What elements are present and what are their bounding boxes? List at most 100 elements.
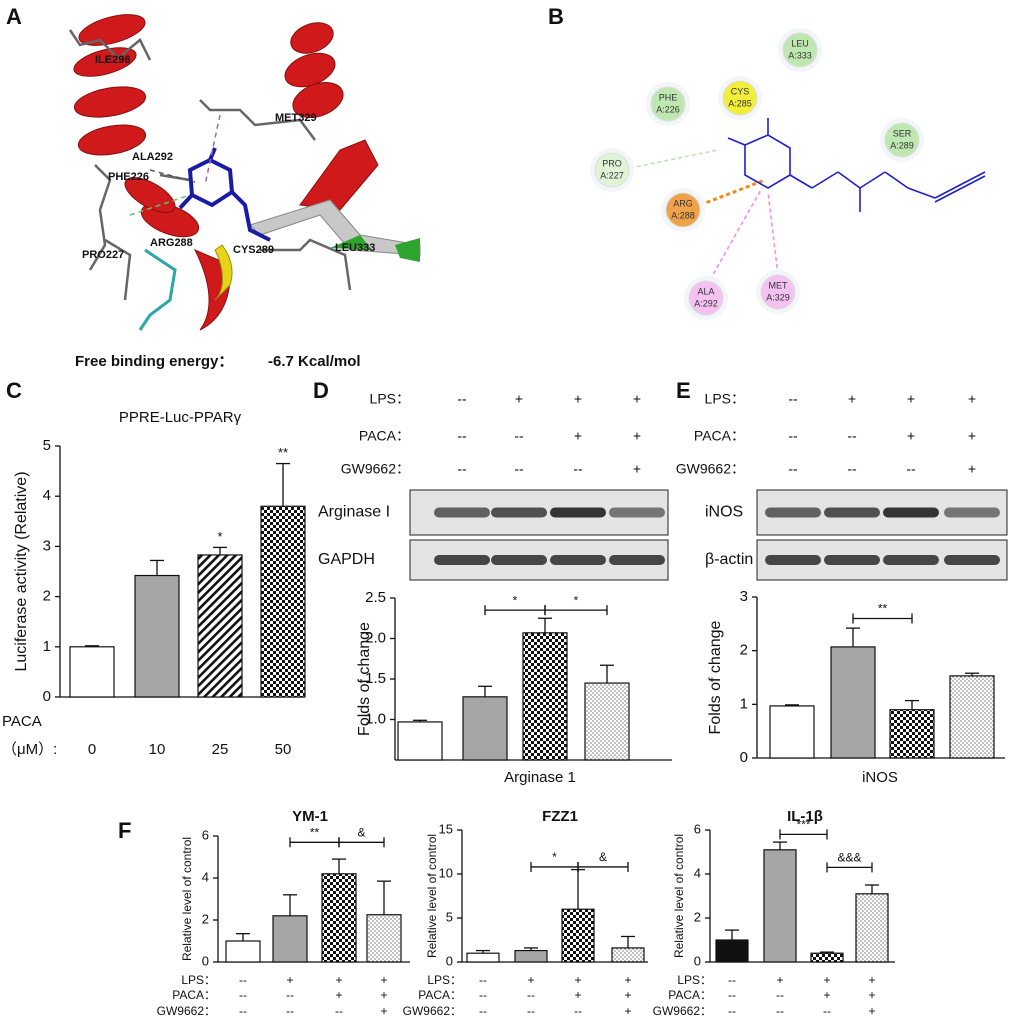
panel-label: A [6,4,22,29]
y-tick-label: 3 [740,588,748,605]
condition-value: -- [335,1004,343,1018]
y-tick-label: 2.5 [365,589,386,606]
condition-value: + [848,391,856,407]
blot-band [491,555,547,565]
bar [466,952,500,963]
condition-value: + [335,973,342,987]
residue-node [688,280,724,316]
residue-name: SER [893,128,912,138]
y-axis-label: Luciferase activity (Relative) [13,471,30,671]
residue-node [884,122,920,158]
condition-value: -- [239,1004,247,1018]
x-tick-label: 25 [212,741,229,758]
bar [810,952,844,963]
x-tick-label: 10 [149,741,166,758]
condition-value: -- [574,1004,582,1018]
condition-value: + [574,973,581,987]
condition-value: + [776,973,783,987]
blot-band [883,507,939,518]
y-tick-label: 0 [740,749,748,766]
condition-value: -- [776,988,784,1002]
condition-label: PACA： [668,988,712,1002]
residue-name: CYS [731,86,750,96]
residue-name: MET [769,280,789,290]
residue-label: ILE296 [95,54,130,66]
panel-label: E [676,378,691,403]
condition-label: PACA： [359,428,410,444]
comparison-label: & [357,825,365,839]
residue-label: PHE226 [108,171,149,183]
y-axis-label: Folds of change [707,620,724,734]
condition-value: -- [479,973,487,987]
condition-value: + [624,988,631,1002]
bar [584,682,630,761]
condition-value: -- [728,1004,736,1018]
bar [225,940,261,963]
y-tick-label: 2 [740,642,748,659]
residue-label: ALA292 [132,151,173,163]
y-tick-label: 1.5 [365,670,386,687]
condition-value: + [380,973,387,987]
condition-value: -- [776,1004,784,1018]
residue-name: ALA [697,286,714,296]
residue-chain: A:285 [728,98,752,108]
condition-value: + [968,461,976,477]
condition-value: -- [823,1004,831,1018]
condition-label: PACA： [172,988,216,1002]
condition-value: -- [788,391,798,407]
residue-name: ARG [673,198,693,208]
condition-value: + [527,973,534,987]
blot-label: β-actin [705,551,753,568]
blot-band [944,507,1000,518]
energy-value: -6.7 Kcal/mol [268,353,361,370]
condition-value: -- [847,428,857,444]
blot-band [434,507,490,518]
blot-label: GAPDH [318,551,375,568]
condition-value: -- [286,1004,294,1018]
condition-value: + [907,391,915,407]
significance-label: * [217,529,222,544]
y-tick-label: 10 [439,865,453,880]
residue-node [665,192,701,228]
docking-structure [68,14,421,331]
y-tick-label: 6 [202,827,209,842]
condition-value: + [286,973,293,987]
blot-band [944,555,1000,565]
comparison-label: ** [878,602,888,616]
residue-chain: A:288 [671,210,695,220]
bar [769,705,815,759]
residue-label: PRO227 [82,249,124,261]
y-tick-label: 4 [43,487,51,504]
y-tick-label: 5 [446,909,453,924]
blot-band [550,555,606,565]
condition-value: -- [527,1004,535,1018]
comparison-label: *** [796,818,810,832]
condition-value: -- [457,461,467,477]
significance-label: ** [278,445,288,460]
condition-value: + [633,461,641,477]
residue-label: CYS289 [233,244,274,256]
chart-title: FZZ1 [542,808,578,825]
condition-value: -- [514,461,524,477]
condition-label: GW9662： [653,1004,712,1018]
residue-label: LEU333 [335,242,375,254]
condition-value: + [633,391,641,407]
blot-band [434,555,490,565]
bar [561,908,595,963]
residue-node [650,86,686,122]
condition-value: -- [286,988,294,1002]
energy-label: Free binding energy： [75,353,233,370]
residue-chain: A:329 [766,292,790,302]
comparison-label: * [513,593,518,607]
condition-label: GW9662： [157,1004,216,1018]
condition-value: -- [514,428,524,444]
comparison-label: * [574,593,579,607]
blot-label: iNOS [705,504,743,521]
bar [611,947,645,963]
condition-value: + [380,988,387,1002]
bar [260,505,306,698]
condition-label: PACA： [694,428,745,444]
condition-value: + [868,973,875,987]
residue-node [782,32,818,68]
